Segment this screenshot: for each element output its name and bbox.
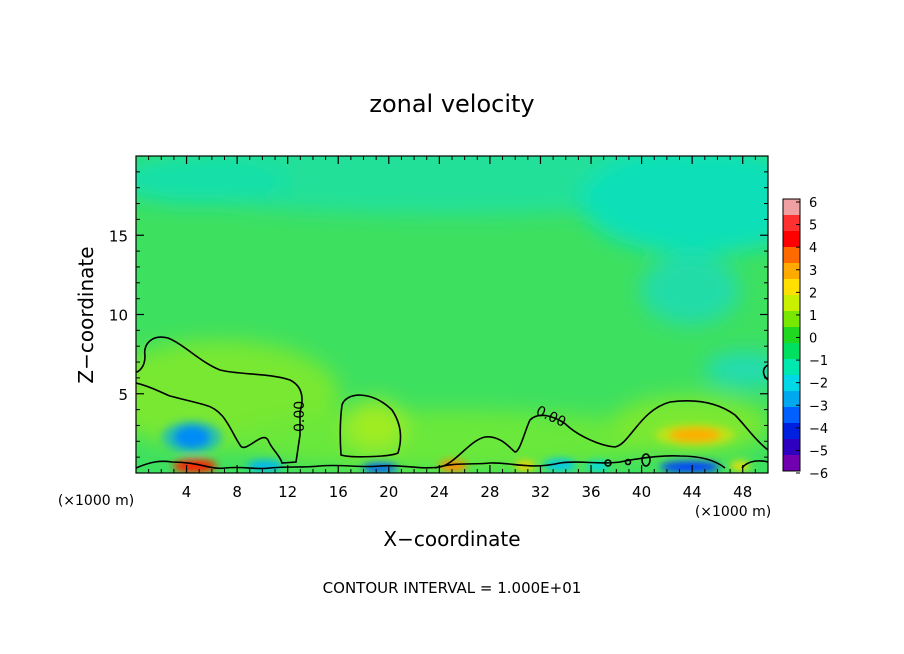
- field-blue-halo-x4: [162, 421, 222, 453]
- colorbar-swatch: [783, 359, 800, 376]
- colorbar-frame: [782, 198, 801, 472]
- contour-zero-right-edge: [762, 364, 768, 381]
- colorbar-swatch: [783, 391, 800, 408]
- colorbar-label: 4: [809, 241, 817, 256]
- x-tick-label: 16: [329, 483, 348, 501]
- colorbar-label: −1: [809, 354, 828, 369]
- colorbar-swatch: [783, 215, 800, 232]
- colorbar-label: 3: [809, 264, 817, 279]
- contour-zero-lobe-x18: [339, 394, 402, 458]
- colorbar-swatch: [783, 407, 800, 424]
- x-tick-label: 40: [632, 483, 651, 501]
- colorbar-label: 6: [809, 196, 817, 211]
- contour-label-x12: 0.00: [292, 401, 308, 432]
- contour-zero-bottom: [434, 455, 726, 469]
- x-tick-label: 28: [480, 483, 499, 501]
- chart-title: zonal velocity: [369, 90, 534, 118]
- field-right-region: [705, 352, 768, 388]
- field-red-core-x4: [173, 459, 217, 473]
- contour-interval-note: CONTOUR INTERVAL = 1.000E+01: [323, 579, 582, 597]
- colorbar-swatch: [783, 439, 800, 456]
- field-upper-right-region: [580, 156, 768, 255]
- field-orange-patch-x25: [439, 460, 467, 472]
- x-tick-label: 20: [379, 483, 398, 501]
- colorbar-label: 2: [809, 286, 817, 301]
- colorbar-label: −4: [809, 422, 828, 437]
- x-tick-label: 48: [733, 483, 752, 501]
- field-blue-core-x44: [660, 461, 720, 473]
- colorbar-swatch: [783, 247, 800, 264]
- field-cyan-patch-x10: [247, 460, 283, 472]
- field-upper-left-region: [136, 156, 290, 205]
- contour-zero-loop-x40: [624, 458, 632, 466]
- colorbar-swatch: [783, 295, 800, 312]
- colorbar-label: 0: [809, 332, 817, 347]
- colorbar-swatch: [783, 423, 800, 440]
- x-tick-label: 4: [182, 483, 192, 501]
- colorbar-label: −5: [809, 444, 828, 459]
- field-mid-right-region: [640, 255, 740, 325]
- colorbar-swatch: [783, 279, 800, 296]
- field-warm-patch-x18: [345, 400, 405, 450]
- x-tick-label: 36: [581, 483, 600, 501]
- x-tick-label: 32: [531, 483, 550, 501]
- zero-contours: [136, 336, 768, 470]
- contour-zero-bottom-right: [741, 460, 768, 469]
- colorbar: 6 5 4 3 2 1 0 −1 −2 −3 −4 −5 −6: [782, 196, 828, 482]
- field-yellow-patch-x46: [730, 461, 750, 471]
- y-tick-label: 5: [118, 386, 128, 404]
- colorbar-swatch: [783, 263, 800, 280]
- colorbar-swatch: [783, 375, 800, 392]
- colorbar-swatch: [783, 231, 800, 248]
- field-yellow-halo-x44: [655, 424, 735, 446]
- contour-zero-middle: [136, 399, 768, 470]
- x-unit-right: (×1000 m): [695, 504, 771, 520]
- contour-zero-loop-x41: [641, 453, 651, 467]
- x-axis-label: X−coordinate: [383, 527, 520, 551]
- colorbar-swatch: [783, 199, 800, 216]
- x-unit-left: (×1000 m): [58, 493, 134, 509]
- contour-zero-loop-x38: [604, 459, 612, 467]
- contour-zero-left-upper: [136, 336, 303, 464]
- x-tick-label: 24: [430, 483, 449, 501]
- heatmap-field: 0.00 0.00: [136, 156, 768, 473]
- colorbar-swatch: [783, 311, 800, 328]
- colorbar-label: −3: [809, 399, 828, 414]
- colorbar-label: 1: [809, 309, 817, 324]
- field-blue-patch-x18: [362, 463, 398, 473]
- colorbar-label: −6: [809, 467, 828, 482]
- colorbar-label: 5: [809, 219, 817, 234]
- y-axis-label: Z−coordinate: [74, 246, 98, 383]
- y-tick-label: 10: [109, 307, 128, 325]
- colorbar-swatch: [783, 455, 800, 472]
- x-axis-ticks: 4 8 12 16 20 24 28 32 36 40 44 48: [148, 156, 756, 501]
- y-tick-label: 15: [109, 227, 128, 245]
- colorbar-swatch: [783, 343, 800, 360]
- colorbar-swatch: [783, 327, 800, 344]
- x-tick-label: 8: [232, 483, 242, 501]
- colorbar-label: −2: [809, 377, 828, 392]
- y-axis-ticks: 5 10 15: [109, 171, 768, 458]
- x-tick-label: 12: [278, 483, 297, 501]
- x-tick-label: 44: [683, 483, 702, 501]
